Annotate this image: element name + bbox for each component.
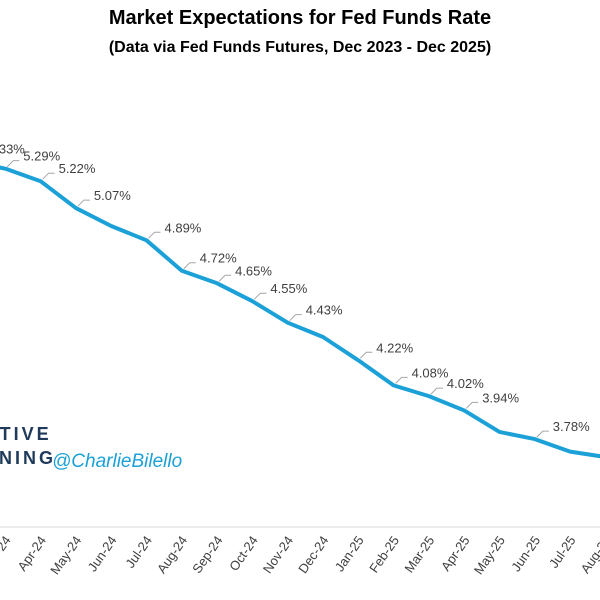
data-label: 5.07% [94, 188, 131, 203]
logo-text: CREATIVE [0, 424, 52, 444]
x-tick-label: Mar-25 [401, 533, 437, 575]
x-tick-label: Sep-24 [189, 533, 225, 576]
x-tick-label: Feb-25 [366, 533, 402, 575]
label-leader [359, 351, 373, 359]
label-leader [183, 262, 196, 270]
x-tick-label: Apr-25 [438, 533, 473, 574]
x-tick-label: Jun-24 [85, 533, 120, 574]
x-tick-label: Nov-24 [260, 533, 296, 576]
x-tick-label: Dec-24 [295, 533, 331, 576]
logo-text: PLANNING [0, 448, 56, 468]
data-label: 4.72% [200, 251, 237, 266]
data-label: 4.22% [376, 340, 413, 355]
label-leader [77, 199, 90, 207]
label-leader [6, 160, 20, 168]
data-label: 4.89% [165, 220, 202, 235]
x-tick-label: Oct-24 [226, 533, 261, 574]
data-label: 3.94% [482, 390, 519, 405]
label-leader [218, 274, 232, 282]
data-label: 4.02% [447, 376, 484, 391]
x-tick-label: Aug-24 [154, 533, 190, 576]
label-leader [465, 401, 479, 409]
x-tick-label: Jun-25 [508, 533, 543, 574]
label-leader [148, 231, 161, 239]
x-tick-label: Mar-24 [0, 533, 14, 575]
data-label: 4.43% [306, 303, 343, 318]
x-tick-label: Aug-25 [578, 533, 600, 576]
chart-subtitle: (Data via Fed Funds Futures, Dec 2023 - … [109, 39, 491, 56]
label-leader [42, 172, 55, 180]
data-label: 3.78% [553, 419, 590, 434]
data-label: 4.55% [270, 281, 307, 296]
source-handle: @CharlieBilello [52, 451, 182, 472]
x-tick-label: Apr-24 [14, 533, 49, 574]
chart-title: Market Expectations for Fed Funds Rate [109, 7, 491, 29]
x-tick-label: May-25 [471, 533, 508, 577]
data-label: 4.65% [235, 263, 272, 278]
label-leader [536, 430, 549, 438]
data-label: 4.08% [412, 365, 449, 380]
x-tick-label: Jan-25 [332, 533, 367, 574]
x-tick-label: Jul-24 [122, 533, 155, 571]
label-leader [289, 314, 302, 322]
label-leader [254, 292, 267, 300]
x-tick-label: Jul-25 [546, 533, 579, 571]
x-tick-label: May-24 [47, 533, 84, 577]
data-label: 5.22% [59, 161, 96, 176]
data-label: 5.33% [0, 142, 25, 157]
line [0, 165, 600, 459]
label-leader [395, 376, 408, 384]
label-leader [430, 387, 443, 395]
data-label: 5.29% [23, 149, 60, 164]
